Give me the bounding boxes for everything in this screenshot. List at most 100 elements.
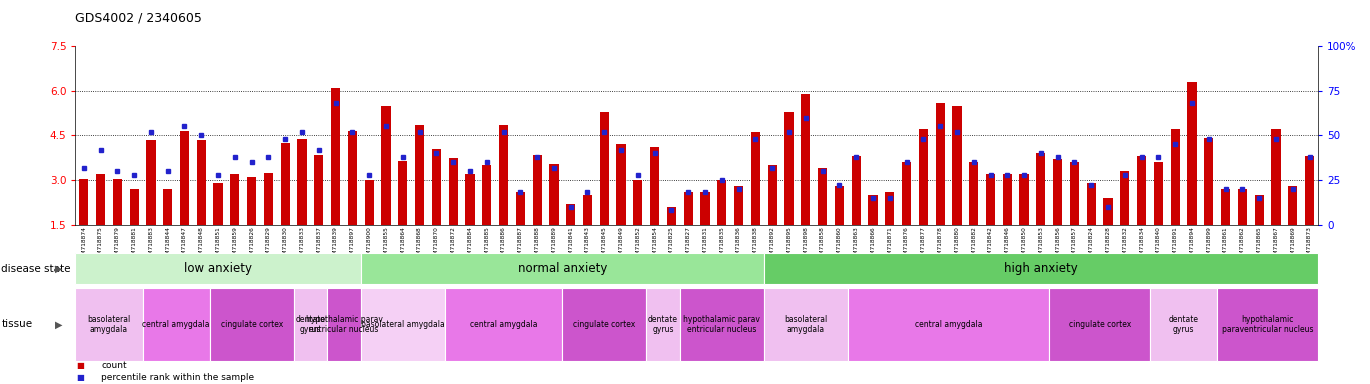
Bar	[159, 46, 177, 225]
Bar	[281, 143, 290, 225]
Bar	[415, 125, 425, 225]
Bar	[1033, 46, 1049, 225]
Bar	[919, 129, 927, 225]
Bar	[395, 46, 411, 225]
Bar	[399, 161, 407, 225]
Text: GDS4002 / 2340605: GDS4002 / 2340605	[75, 12, 203, 25]
Text: low anxiety: low anxiety	[184, 262, 252, 275]
Bar	[332, 88, 340, 225]
Bar	[667, 207, 675, 225]
Bar	[986, 174, 995, 225]
Bar	[462, 46, 478, 225]
Bar	[797, 46, 814, 225]
Bar	[112, 179, 122, 225]
Text: basolateral amygdala: basolateral amygdala	[360, 320, 445, 329]
Bar	[126, 46, 142, 225]
Bar	[327, 46, 344, 225]
Bar	[1204, 138, 1214, 225]
Bar	[612, 46, 629, 225]
Bar	[1221, 189, 1230, 225]
Bar	[210, 46, 226, 225]
Bar	[969, 162, 978, 225]
Bar	[264, 172, 273, 225]
Text: central amygdala: central amygdala	[470, 320, 537, 329]
Bar	[700, 192, 710, 225]
Text: ▶: ▶	[55, 319, 63, 329]
Bar	[801, 94, 811, 225]
Bar	[297, 139, 307, 225]
Bar	[1284, 46, 1302, 225]
Bar	[834, 186, 844, 225]
Bar	[647, 46, 663, 225]
Bar	[864, 46, 881, 225]
Bar	[633, 180, 643, 225]
Bar	[163, 189, 173, 225]
Bar	[1070, 162, 1080, 225]
Bar	[869, 195, 878, 225]
Bar	[1086, 183, 1096, 225]
Bar	[1100, 46, 1117, 225]
Bar	[1036, 153, 1045, 225]
Bar	[1054, 159, 1062, 225]
Text: disease state: disease state	[1, 264, 71, 274]
Bar	[427, 46, 445, 225]
Bar	[600, 112, 608, 225]
Bar	[1019, 174, 1029, 225]
Bar	[1133, 46, 1149, 225]
Bar	[244, 46, 260, 225]
Bar	[466, 174, 474, 225]
Bar	[999, 46, 1015, 225]
Bar	[1251, 46, 1267, 225]
Bar	[545, 46, 562, 225]
Bar	[582, 195, 592, 225]
Bar	[79, 179, 88, 225]
Bar	[348, 131, 358, 225]
Bar	[1255, 195, 1263, 225]
Bar	[1170, 129, 1180, 225]
Bar	[1200, 46, 1217, 225]
Bar	[147, 140, 156, 225]
Bar	[680, 46, 697, 225]
Bar	[580, 46, 596, 225]
Bar	[1015, 46, 1033, 225]
Bar	[818, 168, 827, 225]
Bar	[718, 180, 726, 225]
Bar	[899, 46, 915, 225]
Text: cingulate cortex: cingulate cortex	[573, 320, 636, 329]
Bar	[751, 132, 760, 225]
Bar	[96, 174, 105, 225]
Bar	[293, 46, 311, 225]
Bar	[529, 46, 545, 225]
Bar	[915, 46, 932, 225]
Text: ■: ■	[77, 372, 85, 382]
Bar	[1103, 198, 1112, 225]
Bar	[364, 180, 374, 225]
Bar	[684, 192, 693, 225]
Bar	[533, 155, 541, 225]
Bar	[193, 46, 210, 225]
Bar	[781, 46, 797, 225]
Bar	[1049, 46, 1066, 225]
Bar	[179, 131, 189, 225]
Bar	[247, 177, 256, 225]
Bar	[344, 46, 360, 225]
Bar	[411, 46, 427, 225]
Bar	[814, 46, 832, 225]
Text: count: count	[101, 361, 127, 370]
Bar	[1184, 46, 1200, 225]
Bar	[360, 46, 378, 225]
Bar	[952, 106, 962, 225]
Text: dentate
gyrus: dentate gyrus	[296, 315, 326, 334]
Bar	[482, 165, 492, 225]
Bar	[1149, 46, 1167, 225]
Bar	[562, 46, 580, 225]
Bar	[901, 162, 911, 225]
Bar	[848, 46, 864, 225]
Bar	[852, 156, 860, 225]
Text: tissue: tissue	[1, 319, 33, 329]
Bar	[616, 144, 626, 225]
Bar	[515, 192, 525, 225]
Bar	[1137, 156, 1147, 225]
Text: central amygdala: central amygdala	[915, 320, 982, 329]
Bar	[832, 46, 848, 225]
